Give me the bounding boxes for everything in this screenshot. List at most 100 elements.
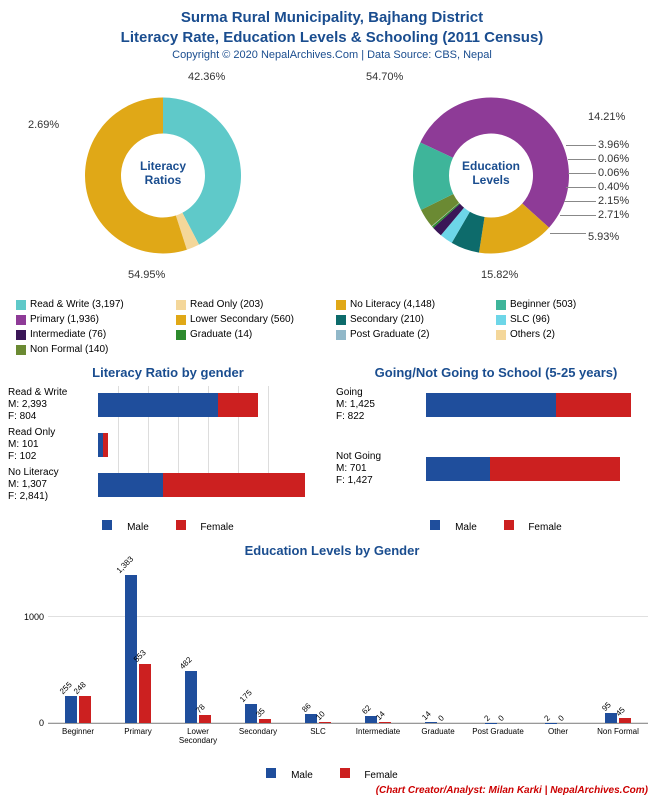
x-label: Beginner [48, 727, 108, 736]
vbar-group: 9545Non Formal [594, 713, 642, 723]
copyright-line: Copyright © 2020 NepalArchives.Com | Dat… [8, 49, 656, 61]
education-donut-panel: Education Levels 54.70%14.21%3.96%0.06%0… [336, 69, 656, 299]
vbar-female: 10 [319, 722, 331, 723]
legend-item: Post Graduate (2) [336, 329, 486, 340]
pct-label: 0.06% [598, 167, 629, 179]
hbar-female-seg [556, 393, 631, 417]
legend-label: Graduate (14) [190, 329, 252, 340]
legend-label: Lower Secondary (560) [190, 314, 294, 325]
hbar-female-seg [103, 433, 108, 457]
legend-swatch [16, 300, 26, 310]
pct-label: 2.69% [28, 119, 59, 131]
legend-item: Secondary (210) [336, 314, 486, 325]
hbar-female-seg [163, 473, 305, 497]
vbar-value: 95 [600, 700, 613, 713]
literacy-by-gender-panel: Literacy Ratio by gender Read & WriteM: … [8, 355, 328, 533]
vbar-male: 255 [65, 696, 77, 723]
edu-gender-chart: 01000255248Beginner1,383553Primary48278L… [8, 564, 656, 764]
infographic-root: Surma Rural Municipality, Bajhang Distri… [0, 0, 664, 804]
x-label: Lower Secondary [168, 727, 228, 745]
school-going-panel: Going/Not Going to School (5-25 years) G… [336, 355, 656, 533]
hbar-track [98, 473, 308, 497]
legend-item: Beginner (503) [496, 299, 646, 310]
vbar-value: 248 [72, 681, 88, 697]
literacy-donut-panel: Literacy Ratios 42.36%2.69%54.95% [8, 69, 328, 299]
legend-label: Post Graduate (2) [350, 329, 429, 340]
hbar-track [426, 457, 636, 481]
hbar-label: Not GoingM: 701F: 1,427 [336, 451, 421, 487]
hbar-row: No LiteracyM: 1,307F: 2,841) [8, 470, 318, 500]
pct-label: 3.96% [598, 139, 629, 151]
literacy-gender-title: Literacy Ratio by gender [8, 365, 328, 380]
y-tick: 1000 [12, 612, 44, 622]
edu-gender-title: Education Levels by Gender [8, 543, 656, 558]
title-line2: Literacy Rate, Education Levels & School… [121, 29, 544, 46]
legend-item: Read & Write (3,197) [16, 299, 166, 310]
x-label: Intermediate [348, 727, 408, 736]
y-tick: 0 [12, 718, 44, 728]
legend-item: Lower Secondary (560) [176, 314, 326, 325]
literacy-gender-legend: Male Female [8, 520, 328, 533]
pct-label: 0.40% [598, 181, 629, 193]
credit-line: (Chart Creator/Analyst: Milan Karki | Ne… [8, 785, 656, 796]
x-label: SLC [288, 727, 348, 736]
vbar-value: 175 [238, 688, 254, 704]
vbar-group: 6214Intermediate [354, 716, 402, 723]
legend-female: Female [528, 522, 561, 533]
vbar-female: 14 [379, 722, 391, 724]
vbar-male: 1,383 [125, 575, 137, 723]
hbar-male-seg [426, 393, 556, 417]
x-label: Post Graduate [468, 727, 528, 736]
hbar-male-seg [98, 473, 163, 497]
hbar-row: GoingM: 1,425F: 822 [336, 390, 646, 420]
vbar-group: 48278Lower Secondary [174, 671, 222, 723]
vbar-female: 553 [139, 664, 151, 723]
hbar-row: Not GoingM: 701F: 1,427 [336, 454, 646, 484]
hbar-male-seg [98, 393, 218, 417]
hbar-label: GoingM: 1,425F: 822 [336, 387, 421, 423]
vbar-female: 248 [79, 696, 91, 723]
legend-label: Intermediate (76) [30, 329, 106, 340]
legend-item: No Literacy (4,148) [336, 299, 486, 310]
legend-swatch [16, 315, 26, 325]
vbar-value: 14 [420, 709, 433, 722]
school-going-title: Going/Not Going to School (5-25 years) [336, 365, 656, 380]
legend-swatch [496, 315, 506, 325]
pct-label: 15.82% [481, 269, 518, 281]
legend-swatch [16, 330, 26, 340]
legend-swatch [496, 330, 506, 340]
legend-swatch [496, 300, 506, 310]
legend-female: Female [200, 522, 233, 533]
legend-swatch [16, 345, 26, 355]
hbar-track [98, 393, 308, 417]
hbar-female-seg [490, 457, 620, 481]
legend-swatch [176, 315, 186, 325]
pct-label: 14.21% [588, 111, 625, 123]
vbar-group: 140Graduate [414, 722, 462, 724]
donut-legend: Read & Write (3,197)Read Only (203)No Li… [8, 299, 656, 355]
school-going-legend: Male Female [336, 520, 656, 533]
vbar-value: 0 [436, 713, 446, 723]
legend-item: Others (2) [496, 329, 646, 340]
legend-label: Read & Write (3,197) [30, 299, 124, 310]
hbar-track [98, 433, 308, 457]
legend-item: Non Formal (140) [16, 344, 166, 355]
hbar-male-seg [426, 457, 490, 481]
legend-swatch [336, 330, 346, 340]
pct-label: 54.70% [366, 71, 403, 83]
legend-label: No Literacy (4,148) [350, 299, 435, 310]
vbar-value: 482 [178, 656, 194, 672]
legend-label: Beginner (503) [510, 299, 576, 310]
x-label: Graduate [408, 727, 468, 736]
hbar-label: No LiteracyM: 1,307F: 2,841) [8, 467, 93, 503]
legend-item: Intermediate (76) [16, 329, 166, 340]
legend-male: Male [127, 522, 149, 533]
vbar-female: 35 [259, 719, 271, 723]
vbar-group: 1,383553Primary [114, 575, 162, 723]
pct-label: 0.06% [598, 153, 629, 165]
legend-label: Others (2) [510, 329, 555, 340]
vbar-female: 78 [199, 715, 211, 723]
legend-female: Female [364, 770, 397, 781]
edu-gender-legend: Male Female [8, 768, 656, 781]
donut-row: Literacy Ratios 42.36%2.69%54.95% Educat… [8, 69, 656, 299]
